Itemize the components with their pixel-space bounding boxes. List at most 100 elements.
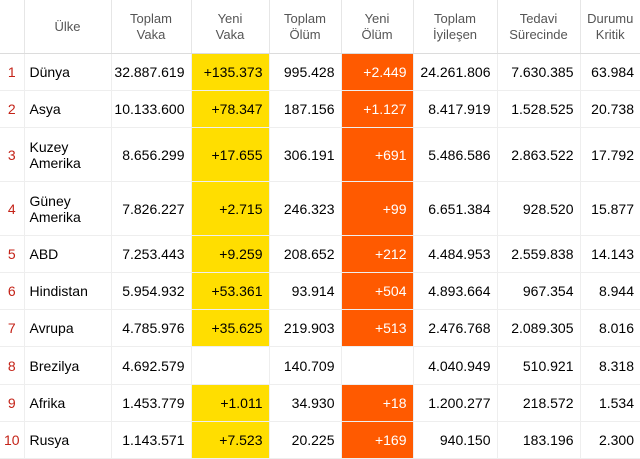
critical-cell: 63.984 (580, 54, 640, 91)
total-recovered-cell: 1.200.277 (413, 385, 497, 422)
active-cell: 928.520 (497, 182, 580, 236)
total-cases-cell: 5.954.932 (111, 273, 191, 310)
table-row: 9 Afrika 1.453.779 +1.011 34.930 +18 1.2… (0, 385, 640, 422)
new-cases-cell: +78.347 (191, 91, 269, 128)
country-cell[interactable]: Güney Amerika (24, 182, 111, 236)
new-deaths-header-label: Yeni Ölüm (342, 11, 413, 43)
total-deaths-header-label: Toplam Ölüm (270, 11, 341, 43)
active-cell: 2.559.838 (497, 236, 580, 273)
new-deaths-header[interactable]: Yeni Ölüm (341, 0, 413, 54)
total-deaths-cell: 20.225 (269, 422, 341, 459)
header-row: Ülke Toplam Vaka Yeni Vaka Toplam Ölüm Y… (0, 0, 640, 54)
total-recovered-cell: 2.476.768 (413, 310, 497, 347)
critical-cell: 1.534 (580, 385, 640, 422)
active-cell: 2.863.522 (497, 128, 580, 182)
new-deaths-cell (341, 347, 413, 385)
new-deaths-cell: +2.449 (341, 54, 413, 91)
country-cell[interactable]: Kuzey Amerika (24, 128, 111, 182)
total-deaths-cell: 187.156 (269, 91, 341, 128)
total-deaths-cell: 93.914 (269, 273, 341, 310)
country-cell[interactable]: ABD (24, 236, 111, 273)
rank-header[interactable] (0, 0, 24, 54)
active-cell: 183.196 (497, 422, 580, 459)
table-row: 5 ABD 7.253.443 +9.259 208.652 +212 4.48… (0, 236, 640, 273)
new-deaths-cell: +691 (341, 128, 413, 182)
total-recovered-cell: 24.261.806 (413, 54, 497, 91)
active-cell: 218.572 (497, 385, 580, 422)
rank-cell: 5 (0, 236, 24, 273)
total-recovered-cell: 5.486.586 (413, 128, 497, 182)
total-recovered-cell: 4.484.953 (413, 236, 497, 273)
new-deaths-cell: +212 (341, 236, 413, 273)
country-cell[interactable]: Rusya (24, 422, 111, 459)
rank-cell: 2 (0, 91, 24, 128)
country-cell[interactable]: Asya (24, 91, 111, 128)
rank-cell: 9 (0, 385, 24, 422)
critical-cell: 8.944 (580, 273, 640, 310)
active-cell: 2.089.305 (497, 310, 580, 347)
rank-cell: 1 (0, 54, 24, 91)
new-cases-cell (191, 347, 269, 385)
total-recovered-cell: 8.417.919 (413, 91, 497, 128)
table-row: 1 Dünya 32.887.619 +135.373 995.428 +2.4… (0, 54, 640, 91)
country-cell[interactable]: Avrupa (24, 310, 111, 347)
new-deaths-cell: +513 (341, 310, 413, 347)
rank-cell: 8 (0, 347, 24, 385)
new-cases-cell: +17.655 (191, 128, 269, 182)
active-header-label: Tedavi Sürecinde (498, 11, 580, 43)
new-cases-cell: +135.373 (191, 54, 269, 91)
new-cases-cell: +1.011 (191, 385, 269, 422)
active-cell: 967.354 (497, 273, 580, 310)
total-cases-cell: 1.143.571 (111, 422, 191, 459)
critical-cell: 2.300 (580, 422, 640, 459)
total-cases-cell: 8.656.299 (111, 128, 191, 182)
total-recovered-cell: 4.040.949 (413, 347, 497, 385)
total-recovered-header[interactable]: Toplam İyileşen (413, 0, 497, 54)
critical-header[interactable]: Durumu Kritik (580, 0, 640, 54)
country-cell[interactable]: Afrika (24, 385, 111, 422)
country-header-label: Ülke (25, 19, 111, 35)
active-header[interactable]: Tedavi Sürecinde (497, 0, 580, 54)
total-cases-cell: 4.785.976 (111, 310, 191, 347)
table-row: 7 Avrupa 4.785.976 +35.625 219.903 +513 … (0, 310, 640, 347)
new-cases-header-label: Yeni Vaka (192, 11, 269, 43)
table-row: 10 Rusya 1.143.571 +7.523 20.225 +169 94… (0, 422, 640, 459)
country-cell[interactable]: Brezilya (24, 347, 111, 385)
new-cases-cell: +9.259 (191, 236, 269, 273)
new-cases-cell: +7.523 (191, 422, 269, 459)
new-cases-header[interactable]: Yeni Vaka (191, 0, 269, 54)
table-row: 3 Kuzey Amerika 8.656.299 +17.655 306.19… (0, 128, 640, 182)
critical-cell: 8.016 (580, 310, 640, 347)
total-cases-cell: 7.253.443 (111, 236, 191, 273)
country-cell[interactable]: Hindistan (24, 273, 111, 310)
rank-cell: 6 (0, 273, 24, 310)
total-deaths-cell: 208.652 (269, 236, 341, 273)
total-deaths-cell: 306.191 (269, 128, 341, 182)
table-row: 4 Güney Amerika 7.826.227 +2.715 246.323… (0, 182, 640, 236)
total-deaths-header[interactable]: Toplam Ölüm (269, 0, 341, 54)
rank-cell: 3 (0, 128, 24, 182)
total-cases-cell: 1.453.779 (111, 385, 191, 422)
new-cases-cell: +35.625 (191, 310, 269, 347)
new-deaths-cell: +504 (341, 273, 413, 310)
critical-cell: 17.792 (580, 128, 640, 182)
total-cases-header[interactable]: Toplam Vaka (111, 0, 191, 54)
active-cell: 7.630.385 (497, 54, 580, 91)
total-recovered-header-label: Toplam İyileşen (414, 11, 497, 43)
active-cell: 1.528.525 (497, 91, 580, 128)
total-cases-cell: 4.692.579 (111, 347, 191, 385)
rank-cell: 7 (0, 310, 24, 347)
country-cell[interactable]: Dünya (24, 54, 111, 91)
total-deaths-cell: 246.323 (269, 182, 341, 236)
country-header[interactable]: Ülke (24, 0, 111, 54)
critical-cell: 20.738 (580, 91, 640, 128)
critical-cell: 14.143 (580, 236, 640, 273)
total-recovered-cell: 940.150 (413, 422, 497, 459)
critical-cell: 15.877 (580, 182, 640, 236)
active-cell: 510.921 (497, 347, 580, 385)
total-deaths-cell: 995.428 (269, 54, 341, 91)
new-deaths-cell: +1.127 (341, 91, 413, 128)
rank-cell: 4 (0, 182, 24, 236)
total-cases-cell: 7.826.227 (111, 182, 191, 236)
